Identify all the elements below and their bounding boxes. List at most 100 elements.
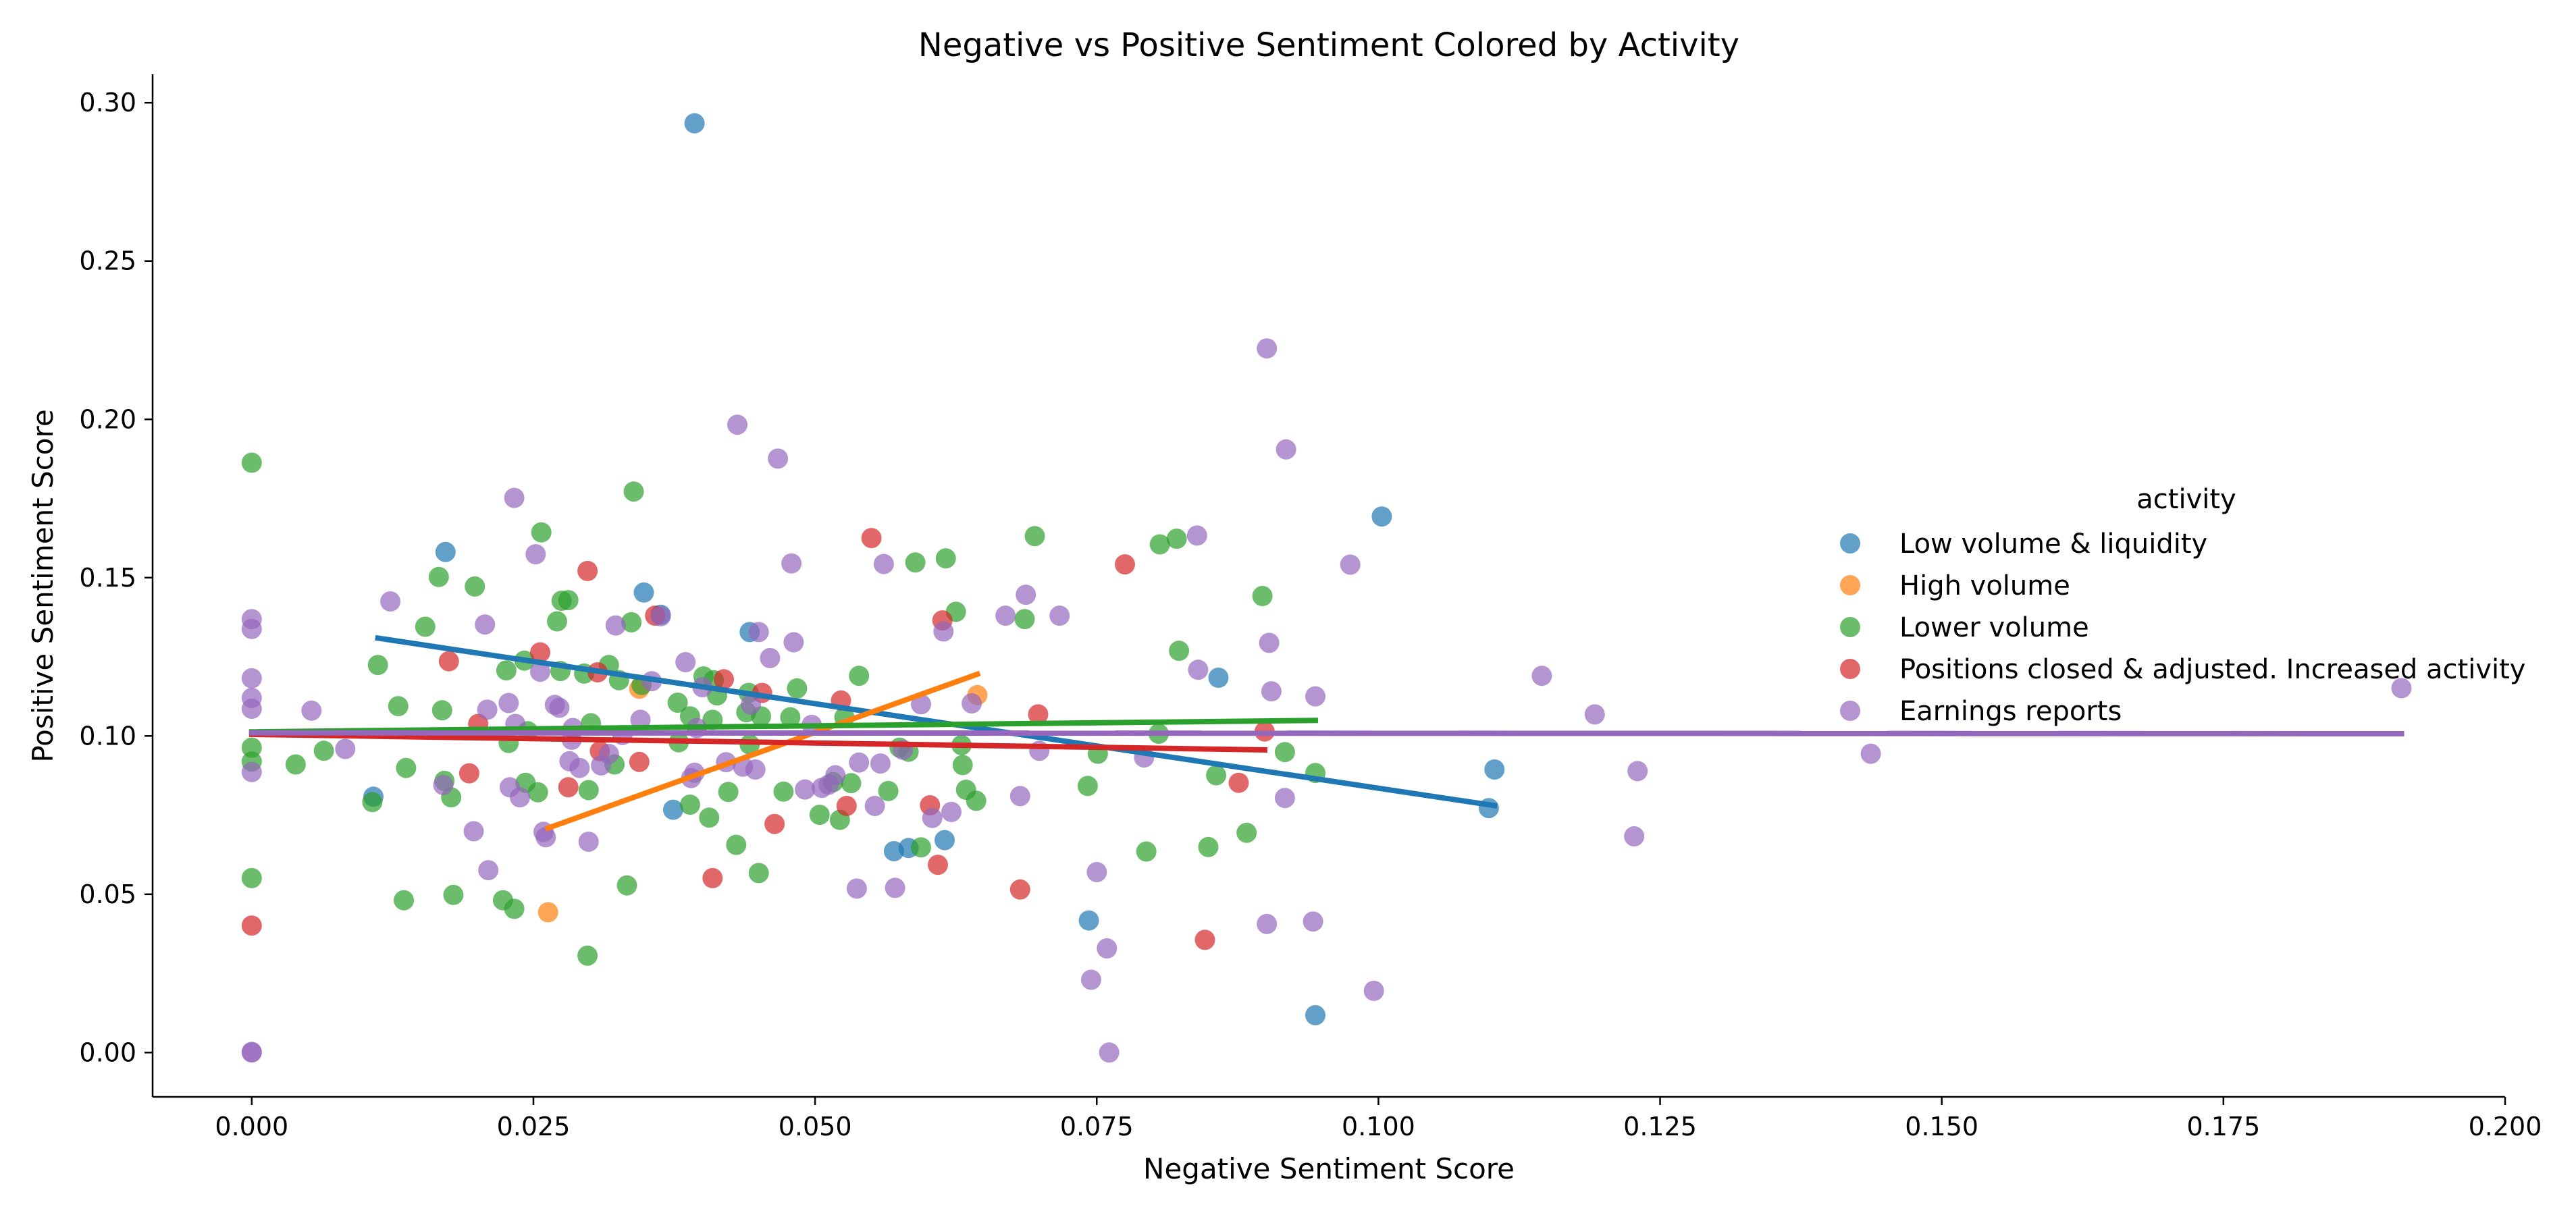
data-point	[498, 693, 519, 713]
y-axis-label: Positive Sentiment Score	[26, 409, 59, 762]
data-point	[1115, 554, 1135, 575]
data-point	[787, 678, 808, 699]
x-tick-label: 0.150	[1905, 1112, 1978, 1141]
data-point	[781, 553, 802, 574]
data-point	[825, 765, 846, 786]
x-tick-label: 0.125	[1623, 1112, 1697, 1141]
legend-marker-0	[1840, 533, 1860, 554]
data-point	[458, 763, 479, 784]
data-point	[935, 830, 955, 850]
data-point	[1194, 929, 1215, 950]
data-point	[549, 697, 570, 718]
data-point	[935, 548, 956, 569]
chart-title: Negative vs Positive Sentiment Colored b…	[918, 26, 1739, 64]
data-point	[621, 612, 642, 632]
data-point	[388, 696, 409, 717]
data-point	[1016, 585, 1036, 605]
data-point	[335, 738, 356, 759]
legend-label-0: Low volume & liquidity	[1899, 529, 2207, 560]
data-point	[714, 669, 734, 690]
data-point	[463, 821, 484, 842]
data-point	[1080, 969, 1101, 990]
data-point	[662, 799, 683, 820]
data-point	[598, 744, 619, 764]
data-point	[367, 655, 388, 676]
data-point	[675, 652, 696, 672]
data-point	[1624, 826, 1645, 846]
data-point	[1584, 704, 1605, 725]
data-point	[431, 700, 452, 721]
data-point	[1228, 772, 1249, 793]
data-point	[301, 700, 322, 721]
legend-marker-2	[1840, 617, 1860, 637]
data-point	[1136, 841, 1157, 862]
data-point	[285, 754, 306, 775]
data-point	[1860, 743, 1881, 764]
trend-line-2	[248, 718, 1319, 735]
data-point	[748, 622, 769, 643]
data-point	[428, 566, 449, 587]
y-tick-label: 0.10	[79, 721, 136, 751]
data-point	[2391, 678, 2412, 699]
data-point	[1236, 822, 1257, 843]
data-point	[616, 875, 637, 896]
x-tick-label: 0.075	[1060, 1112, 1134, 1141]
data-point	[435, 541, 456, 562]
data-point	[748, 863, 769, 884]
data-point	[465, 576, 485, 597]
data-point	[313, 740, 334, 761]
data-point	[1252, 586, 1273, 606]
axes: 0.000 0.025 0.050 0.075 0.100 0.125 0.150 0.175…	[79, 74, 2542, 1141]
data-point	[1186, 525, 1207, 546]
data-point	[1149, 534, 1170, 555]
data-point	[911, 837, 931, 858]
legend-label-3: Positions closed & adjusted. Increased a…	[1899, 654, 2525, 685]
data-point	[1484, 759, 1505, 780]
y-tick-label: 0.20	[79, 404, 136, 434]
data-point	[1014, 609, 1035, 630]
data-point	[1097, 938, 1118, 959]
data-point	[1363, 980, 1384, 1001]
plot-area	[241, 113, 2412, 1063]
data-point	[849, 752, 870, 773]
data-point	[630, 709, 651, 730]
data-point	[241, 867, 262, 888]
x-tick-label: 0.025	[497, 1112, 571, 1141]
data-point	[768, 448, 789, 469]
data-point	[415, 616, 436, 637]
data-point	[1371, 506, 1392, 527]
data-point	[841, 773, 862, 794]
legend-marker-4	[1840, 701, 1860, 721]
data-point	[241, 761, 262, 782]
data-point	[537, 902, 558, 923]
data-point	[699, 807, 720, 828]
y-tick-label: 0.25	[79, 246, 136, 276]
data-point	[525, 544, 546, 565]
data-point	[1024, 526, 1045, 547]
data-point	[496, 660, 517, 681]
data-point	[1009, 786, 1030, 807]
data-point	[764, 813, 785, 834]
legend: activity Low volume & liquidity High volu…	[1840, 484, 2525, 727]
data-point	[558, 777, 579, 798]
data-point	[905, 552, 926, 573]
x-tick-label: 0.000	[215, 1112, 288, 1141]
data-point	[870, 753, 891, 774]
data-point	[952, 755, 973, 776]
data-point	[702, 867, 723, 888]
data-point	[1276, 439, 1296, 460]
data-point	[241, 452, 262, 473]
data-point	[438, 651, 459, 672]
data-point	[531, 522, 552, 543]
data-point	[558, 590, 579, 611]
data-point	[1078, 910, 1099, 931]
data-point	[578, 832, 599, 852]
data-point	[933, 621, 954, 642]
data-point	[846, 878, 867, 899]
data-point	[718, 782, 739, 803]
data-point	[962, 693, 982, 713]
data-point	[1009, 879, 1030, 900]
data-point	[809, 805, 830, 826]
data-point	[1531, 666, 1552, 686]
